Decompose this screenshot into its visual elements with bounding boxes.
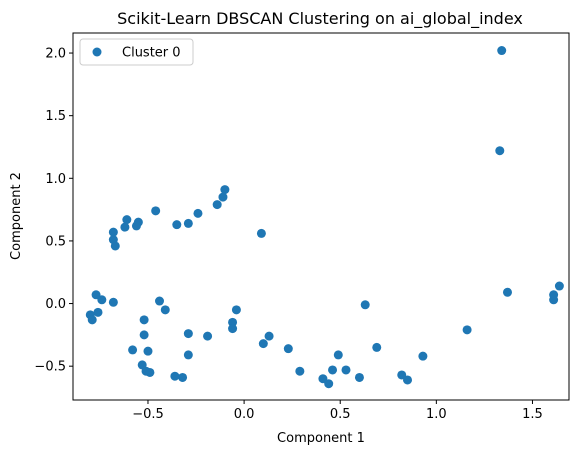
data-point: [178, 372, 188, 382]
data-point: [354, 372, 364, 382]
x-axis-label: Component 1: [277, 431, 365, 446]
data-point: [256, 228, 266, 238]
x-tick-label: 0.0: [234, 407, 255, 422]
data-point: [283, 344, 293, 354]
data-point: [341, 365, 351, 375]
data-point: [495, 146, 505, 156]
plot-frame: [72, 32, 570, 401]
data-point: [183, 218, 193, 228]
data-point: [502, 287, 512, 297]
data-point: [295, 366, 305, 376]
data-point: [139, 315, 149, 325]
data-point: [172, 220, 182, 230]
x-tick-label: 1.0: [426, 407, 447, 422]
data-point: [462, 325, 472, 335]
x-axis-ticks: −0.5 0.0 0.5 1.0 1.5: [132, 400, 543, 422]
data-point: [93, 307, 103, 317]
data-point: [139, 330, 149, 340]
y-tick-label: 1.5: [45, 109, 66, 124]
data-point: [128, 345, 138, 355]
data-point: [110, 241, 120, 251]
data-point: [228, 317, 238, 327]
data-point: [258, 339, 268, 349]
data-point: [170, 371, 180, 381]
x-tick-label: −0.5: [132, 407, 164, 422]
data-point: [333, 350, 343, 360]
y-tick-label: 0.5: [45, 234, 66, 249]
legend-label: Cluster 0: [122, 46, 181, 61]
data-point: [97, 295, 107, 305]
data-point: [145, 367, 155, 377]
data-point: [212, 200, 222, 210]
data-point: [497, 46, 507, 56]
data-point: [120, 222, 130, 232]
data-point: [554, 281, 564, 291]
x-tick-label: 1.5: [522, 407, 543, 422]
data-point: [264, 331, 274, 341]
data-point: [231, 305, 241, 315]
data-point: [418, 351, 428, 361]
y-tick-label: 1.0: [45, 172, 66, 187]
y-tick-label: −0.5: [34, 360, 66, 375]
data-point: [324, 379, 334, 389]
data-point: [183, 329, 193, 339]
y-axis-label: Component 2: [9, 172, 24, 260]
chart-title: Scikit-Learn DBSCAN Clustering on ai_glo…: [117, 9, 523, 29]
data-point: [160, 305, 170, 315]
data-point: [360, 300, 370, 310]
data-point: [183, 350, 193, 360]
x-tick-label: 0.5: [330, 407, 351, 422]
y-axis-ticks: −0.5 0.0 0.5 1.0 1.5 2.0: [34, 47, 73, 375]
y-tick-label: 2.0: [45, 47, 66, 62]
data-points: [85, 46, 564, 389]
data-point: [203, 331, 213, 341]
data-point: [220, 185, 230, 195]
data-point: [193, 208, 203, 218]
data-point: [143, 346, 153, 356]
data-point: [228, 324, 238, 334]
data-point: [403, 375, 413, 385]
data-point: [372, 342, 382, 352]
data-point: [108, 297, 118, 307]
y-tick-label: 0.0: [45, 297, 66, 312]
data-point: [151, 206, 161, 216]
plot-area: [72, 32, 570, 401]
data-point: [328, 365, 338, 375]
data-point: [218, 192, 228, 202]
legend-marker: [92, 47, 102, 57]
data-point: [122, 215, 132, 225]
data-point: [87, 315, 97, 325]
data-point: [549, 290, 559, 300]
data-point: [155, 296, 165, 306]
legend: Cluster 0: [79, 38, 194, 66]
legend-box: [79, 38, 194, 66]
plot-background: [73, 33, 569, 400]
data-point: [108, 227, 118, 237]
data-point: [131, 221, 141, 231]
